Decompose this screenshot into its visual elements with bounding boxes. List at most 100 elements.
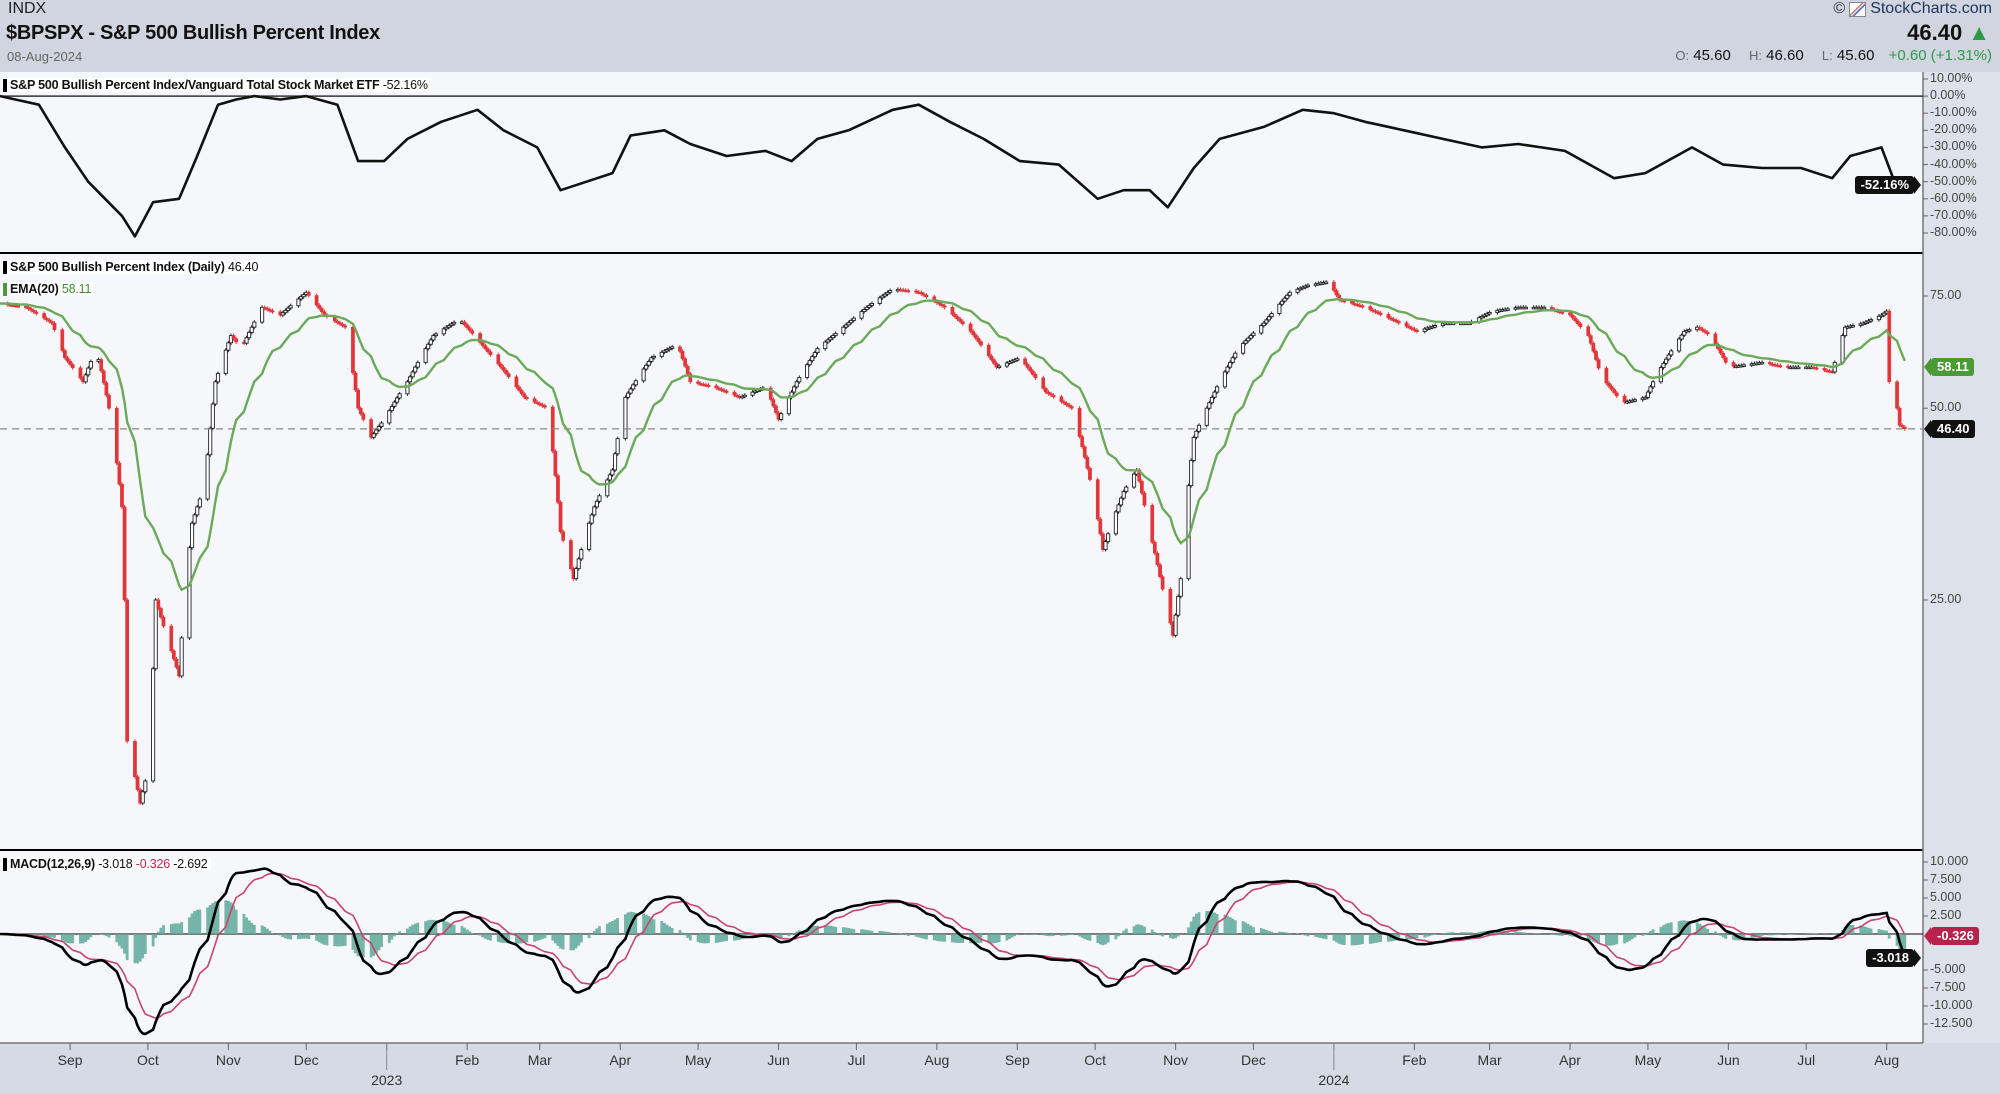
macd-y-tick-label: -7.500 (1930, 980, 1966, 994)
candle (1575, 320, 1580, 324)
macd-histogram-bar (1604, 934, 1608, 946)
macd-histogram-bar (1361, 934, 1364, 945)
macd-histogram-bar (1104, 934, 1107, 945)
macd-histogram-bar (1169, 934, 1172, 938)
macd-histogram-bar (914, 934, 918, 937)
candle (1588, 335, 1593, 344)
macd-histogram-bar (1228, 917, 1232, 934)
candle (1064, 403, 1069, 406)
macd-histogram-bar (465, 929, 469, 934)
candle (351, 326, 355, 374)
macd-histogram-bar (1695, 922, 1699, 934)
macd-histogram-bar (797, 930, 801, 934)
macd-legend-label: MACD(12,26,9) (10, 857, 95, 871)
candle (992, 359, 996, 364)
candle (1718, 348, 1723, 354)
macd-legend-signal: -0.326 (135, 857, 170, 871)
candle (1645, 391, 1650, 398)
candle (1373, 310, 1378, 313)
candle (358, 407, 363, 415)
price-legend-value: 46.40 (227, 260, 259, 274)
x-tick-label: Mar (527, 1052, 552, 1068)
ratio-y-tick-label: -40.00% (1930, 156, 1977, 171)
candle (286, 307, 291, 311)
macd-histogram-bar (681, 932, 684, 934)
candle (1160, 576, 1165, 590)
macd-histogram-bar (720, 934, 723, 942)
price-y-tick-label: 75.00 (1930, 288, 1962, 302)
macd-histogram-bar (1516, 931, 1520, 934)
candle (117, 462, 122, 485)
macd-histogram-bar (1880, 929, 1883, 934)
macd-histogram-bar (652, 919, 656, 934)
macd-histogram-bar (156, 931, 160, 934)
macd-histogram-bar (195, 909, 199, 934)
candle (1731, 362, 1736, 367)
candle (1632, 399, 1637, 402)
macd-histogram-bar (795, 931, 799, 934)
macd-histogram-bar (169, 924, 173, 934)
candle (1215, 386, 1220, 393)
candle (1713, 333, 1718, 345)
macd-histogram-bar (1358, 934, 1362, 945)
candle (1204, 407, 1209, 426)
macd-histogram-bar (953, 934, 957, 943)
macd-histogram-bar (1278, 931, 1281, 934)
macd-histogram-bar (1246, 924, 1250, 934)
candle (133, 741, 137, 777)
candle (597, 495, 602, 502)
x-tick-label: May (684, 1052, 712, 1068)
candle (971, 331, 976, 335)
candle (68, 360, 72, 365)
macd-histogram-bar (1887, 934, 1891, 939)
x-tick-label: Apr (609, 1052, 632, 1068)
candle (1282, 297, 1287, 302)
candle (1080, 436, 1085, 447)
macd-histogram-bar (644, 914, 648, 934)
candle (215, 373, 221, 383)
candle (140, 791, 145, 804)
candle (1687, 329, 1692, 332)
macd-histogram-bar (883, 931, 887, 934)
candle (524, 397, 529, 400)
macd-histogram-bar (878, 930, 882, 934)
candle (343, 325, 348, 328)
macd-histogram-bar (1558, 934, 1562, 936)
macd-histogram-bar (1467, 932, 1471, 934)
candle (1505, 308, 1510, 311)
candle (65, 357, 70, 362)
candle (1760, 361, 1765, 365)
candle (1368, 306, 1373, 310)
candle (1173, 614, 1178, 636)
stockcharts-logo[interactable]: © StockCharts.com (1833, 0, 1992, 18)
candle (906, 290, 911, 293)
macd-histogram-bar (325, 934, 329, 946)
candle (786, 396, 791, 415)
candle (174, 658, 179, 668)
macd-histogram-bar (735, 934, 739, 941)
candle (664, 349, 670, 352)
macd-histogram-bar (1340, 934, 1344, 945)
macd-histogram-bar (377, 934, 381, 951)
macd-histogram-bar (844, 927, 848, 934)
candle (950, 307, 955, 315)
macd-histogram-bar (1633, 934, 1637, 938)
macd-histogram-bar (538, 934, 542, 940)
candle (52, 322, 57, 330)
candle (1241, 342, 1246, 354)
candle (159, 608, 163, 618)
macd-histogram-bar (71, 934, 75, 944)
x-tick-label: Mar (1477, 1052, 1502, 1068)
macd-histogram-bar (1555, 934, 1559, 936)
macd-histogram-bar (47, 934, 51, 938)
candle (973, 334, 978, 339)
macd-histogram-bar (1405, 934, 1408, 940)
candle (1266, 316, 1272, 321)
macd-histogram-bar (1101, 934, 1105, 946)
macd-histogram-bar (89, 934, 93, 938)
macd-histogram-bar (1594, 934, 1598, 943)
candle (1194, 430, 1199, 438)
candle (862, 308, 867, 313)
candle (532, 398, 537, 403)
